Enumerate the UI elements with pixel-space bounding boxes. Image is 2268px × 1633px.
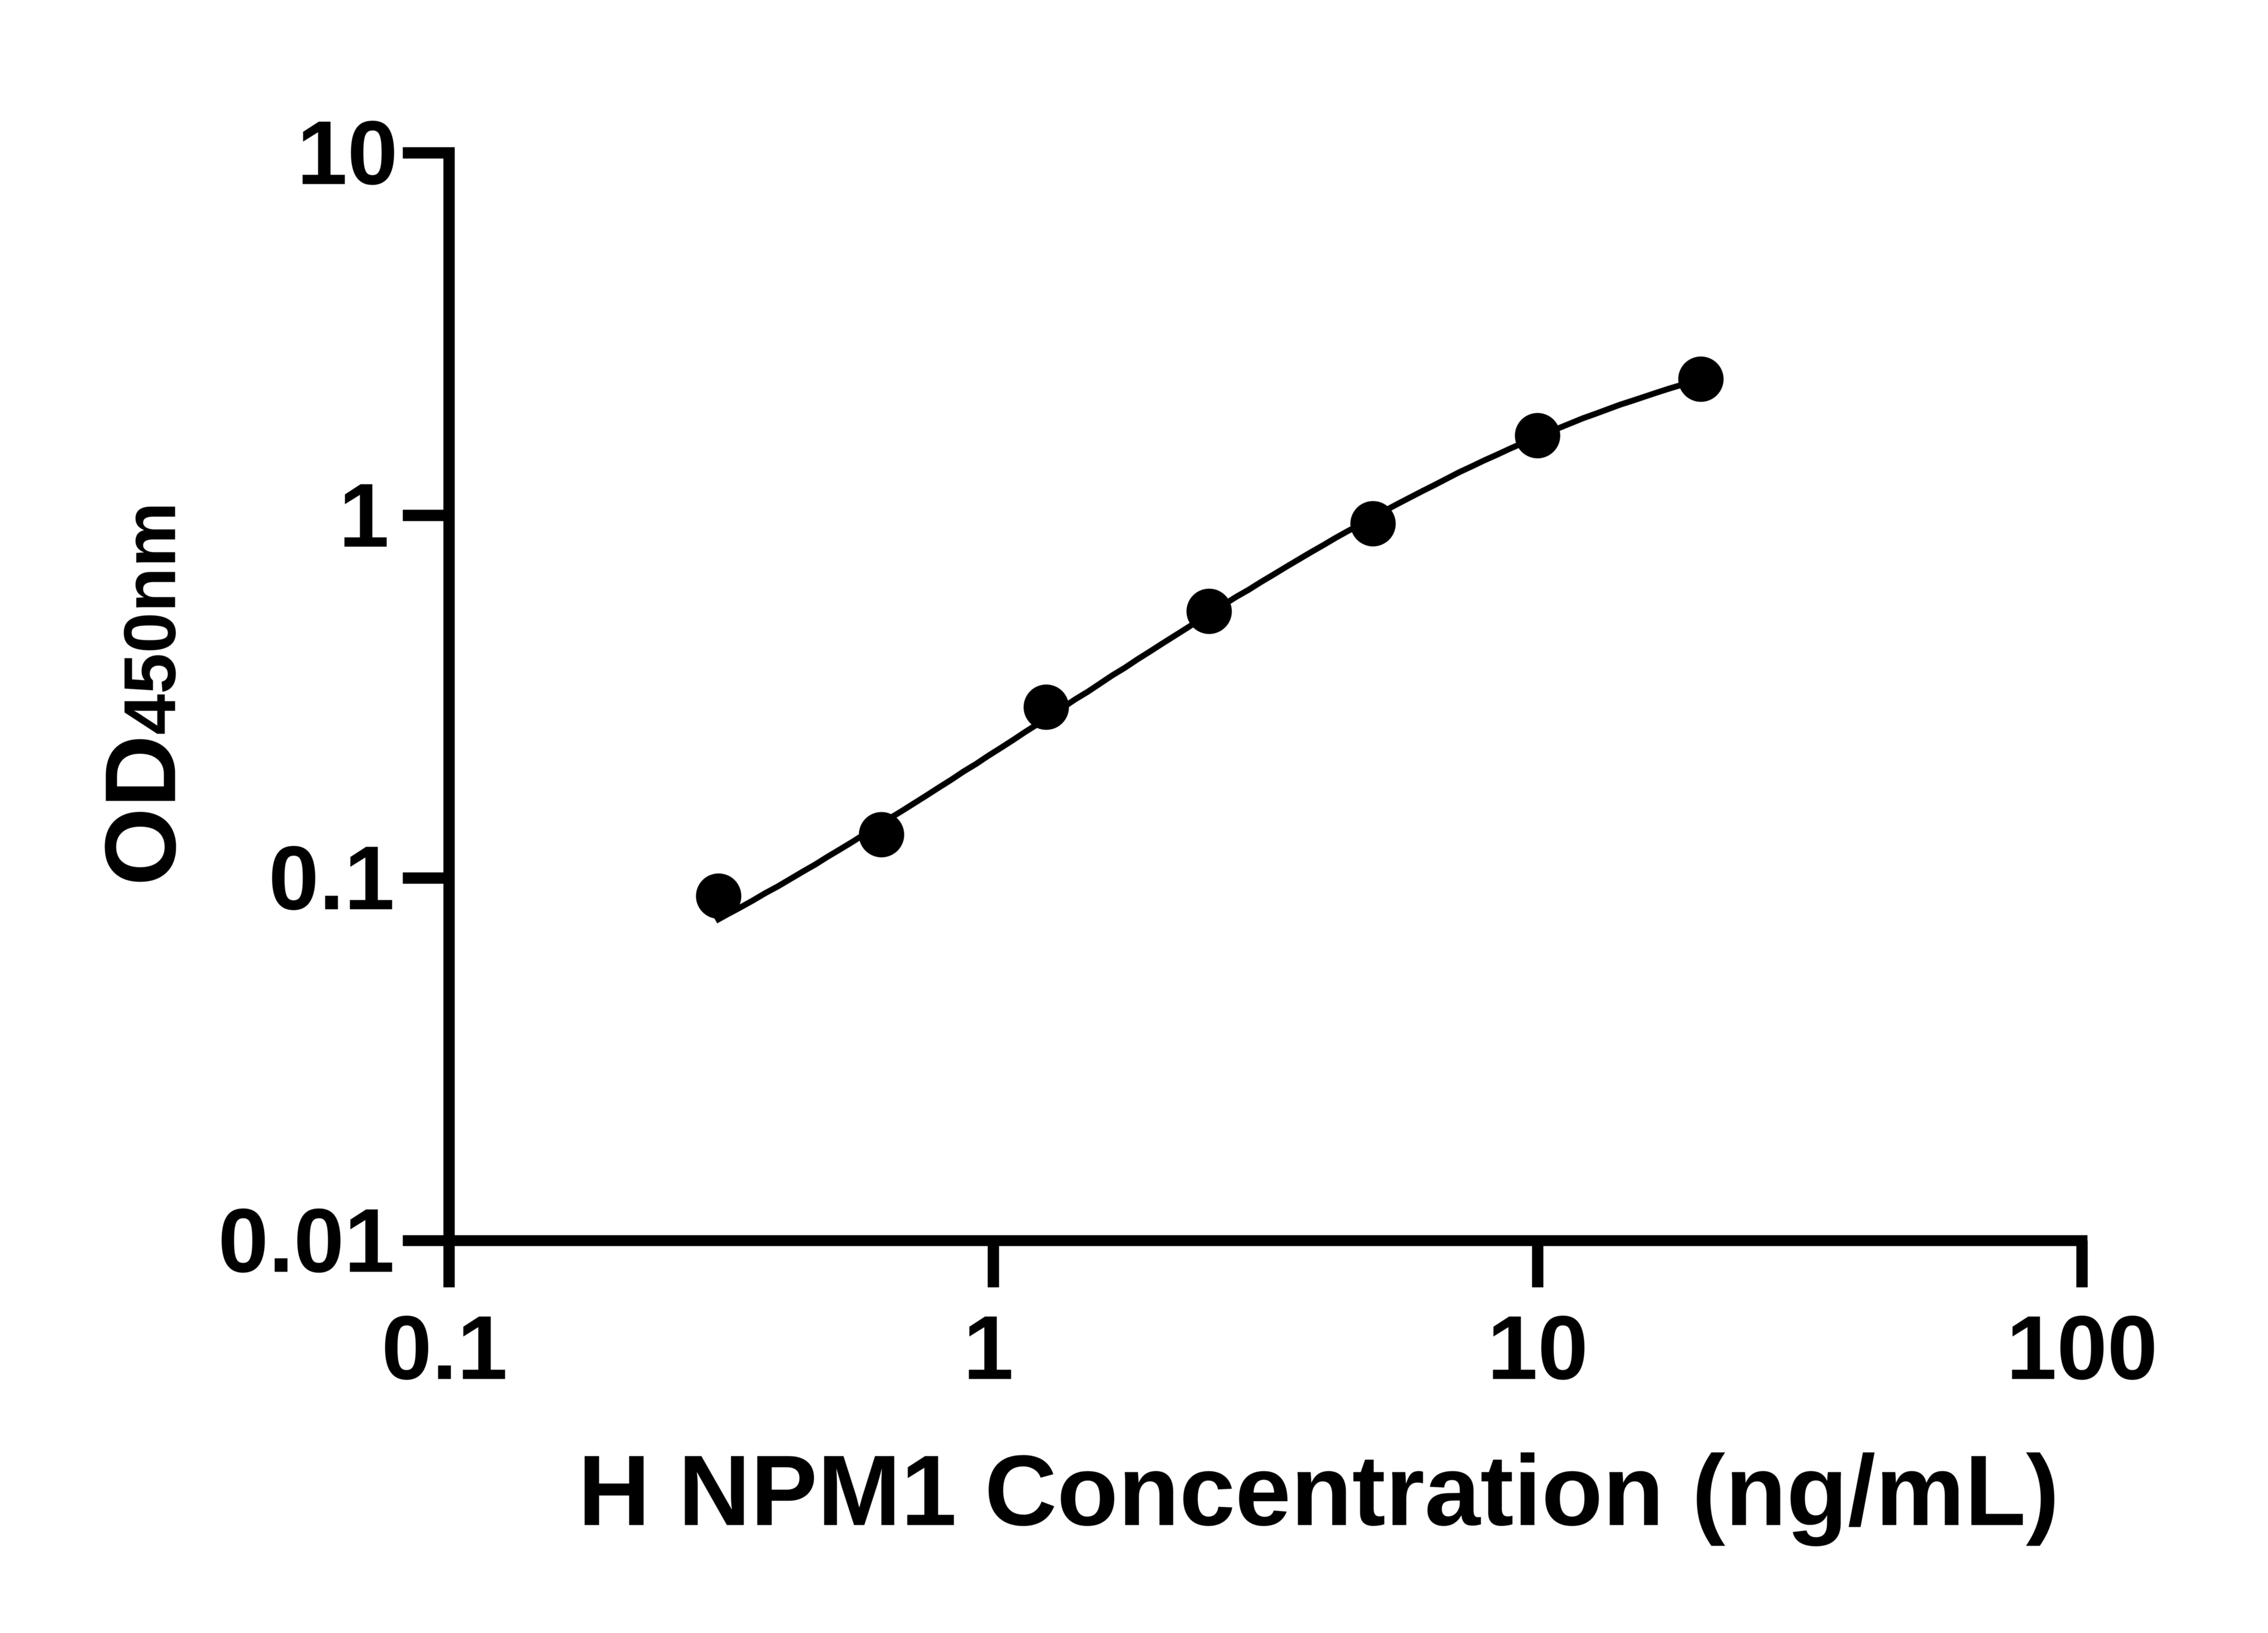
svg-text:1: 1 [963, 1297, 1013, 1398]
svg-text:1: 1 [339, 465, 389, 566]
svg-text:0.01: 0.01 [218, 1190, 395, 1291]
svg-text:0.1: 0.1 [269, 828, 395, 929]
svg-text:10: 10 [297, 103, 398, 204]
svg-text:100: 100 [2006, 1297, 2158, 1398]
svg-text:H NPM1 Concentration (ng/mL): H NPM1 Concentration (ng/mL) [578, 1434, 2059, 1546]
svg-text:OD450nm: OD450nm [84, 502, 197, 886]
svg-text:0.1: 0.1 [381, 1297, 508, 1398]
svg-text:10: 10 [1487, 1297, 1588, 1398]
